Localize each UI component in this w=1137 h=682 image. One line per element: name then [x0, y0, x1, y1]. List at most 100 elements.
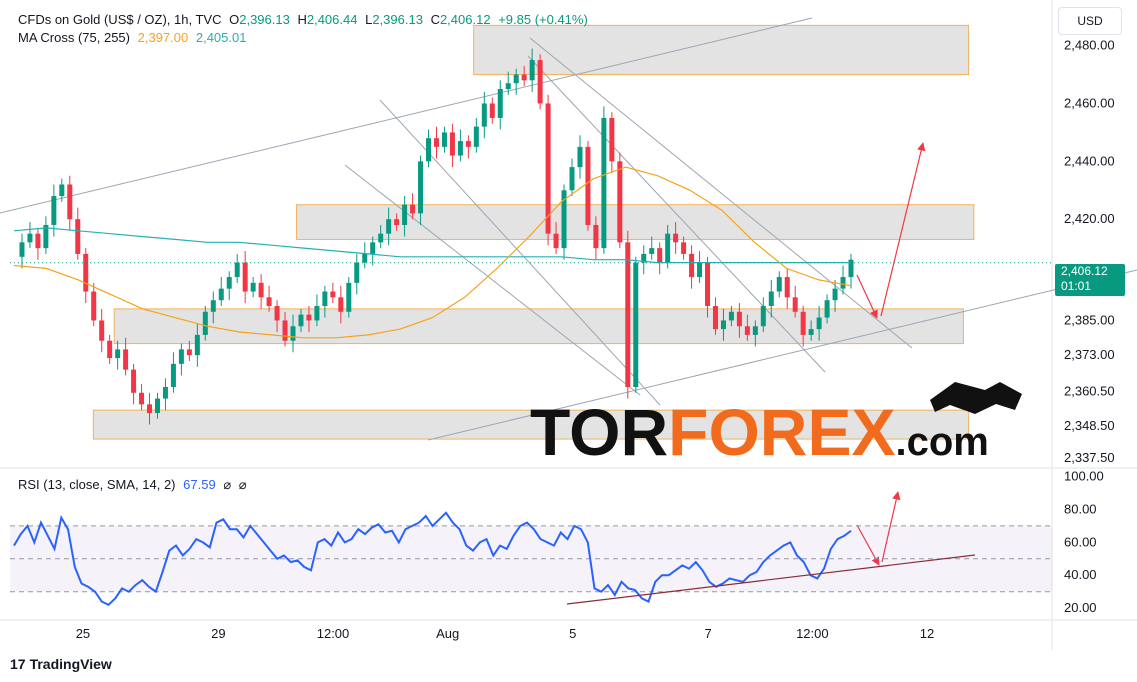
time-tick-label: 29	[211, 626, 225, 641]
trend-line-1	[0, 17, 813, 214]
candle-body	[457, 141, 463, 156]
candle-body	[585, 146, 591, 225]
candle-body	[346, 282, 352, 312]
candle-body	[816, 317, 822, 330]
candle-body	[282, 320, 288, 341]
ma-fast-line	[13, 166, 852, 339]
time-tick-label: 7	[705, 626, 712, 641]
candle-body	[266, 297, 272, 306]
candle-body	[840, 277, 846, 289]
rsi-tick-label: 40.00	[1064, 567, 1097, 582]
rsi-forecast-arrow-up	[881, 491, 901, 563]
time-tick-label: 25	[76, 626, 90, 641]
candle-body	[147, 404, 153, 414]
candle-body	[768, 291, 774, 306]
candle-body	[792, 297, 798, 312]
last-price-badge: 2,406.12 01:01	[1055, 264, 1125, 296]
rsi-line	[13, 511, 852, 606]
candle-body	[178, 349, 184, 364]
candle-body	[681, 242, 687, 254]
ma-slow-line	[13, 227, 851, 264]
candle-body	[290, 326, 296, 341]
zone-2	[296, 204, 975, 240]
time-tick-label: 12:00	[796, 626, 829, 641]
candle-body	[473, 126, 479, 147]
candle-body	[728, 311, 734, 321]
candle-body	[107, 340, 113, 359]
rsi-value: 67.59	[183, 477, 216, 492]
currency-button[interactable]: USD	[1058, 7, 1122, 35]
candle-body	[234, 262, 240, 278]
candle-body	[569, 167, 575, 191]
candle-body	[250, 282, 256, 292]
watermark-part-tor: TOR	[530, 395, 668, 469]
candle-body	[410, 204, 416, 214]
forecast-arrow-down	[856, 274, 878, 319]
candle-body	[497, 89, 503, 118]
tradingview-label: TradingView	[29, 656, 112, 672]
candle-body	[202, 311, 208, 335]
candle-body	[752, 326, 758, 335]
candle-body	[593, 224, 599, 249]
ma-slow-value: 2,405.01	[195, 30, 247, 45]
candles	[19, 48, 854, 425]
rsi-tick-label: 20.00	[1064, 600, 1097, 615]
candle-body	[848, 259, 854, 278]
candle-body	[306, 314, 312, 321]
close-value: 2,406.12	[439, 12, 491, 27]
candle-body	[609, 117, 615, 162]
change-value: +9.85 (+0.41%)	[498, 12, 588, 27]
price-tick-label: 2,373.00	[1064, 347, 1115, 362]
rsi-trend-line	[566, 554, 976, 605]
candle-body	[115, 349, 121, 359]
tradingview-brand[interactable]: 17 TradingView	[10, 656, 112, 672]
candle-body	[665, 233, 671, 263]
candle-body	[808, 329, 814, 335]
candle-body	[139, 392, 145, 405]
price-legend: CFDs on Gold (US$ / OZ), 1h, TVC O2,396.…	[18, 12, 592, 27]
ma-legend: MA Cross (75, 255) 2,397.00 2,405.01	[18, 30, 250, 45]
candle-body	[154, 398, 160, 414]
candle-body	[481, 103, 487, 127]
candle-body	[720, 320, 726, 330]
candle-body	[91, 291, 97, 321]
rsi-legend: RSI (13, close, SMA, 14, 2) 67.59 ⌀ ⌀	[18, 477, 251, 493]
candle-body	[784, 277, 790, 298]
trend-line-5	[379, 99, 661, 406]
candle-body	[370, 242, 376, 254]
low-value: 2,396.13	[372, 12, 423, 27]
rsi-tick-label: 80.00	[1064, 501, 1097, 516]
high-value: 2,406.44	[306, 12, 358, 27]
candle-body	[218, 288, 224, 301]
candle-body	[67, 184, 73, 220]
rsi-label[interactable]: RSI (13, close, SMA, 14, 2)	[18, 477, 176, 492]
watermark-part-com: .com	[895, 420, 988, 464]
candle-body	[330, 291, 336, 298]
rsi-tick-label: 100.00	[1064, 469, 1104, 484]
candle-body	[362, 253, 368, 263]
price-tick-label: 2,348.50	[1064, 418, 1115, 433]
bull-bear-icon	[930, 382, 1022, 414]
candle-body	[712, 305, 718, 330]
candle-body	[162, 386, 168, 399]
candle-body	[824, 300, 830, 318]
candle-body	[210, 300, 216, 312]
watermark-logo: TORFOREX.com	[530, 395, 989, 469]
candle-body	[123, 349, 129, 370]
forecast-arrow-up	[880, 142, 926, 317]
candle-body	[274, 305, 280, 321]
candle-body	[258, 282, 264, 298]
candle-body	[418, 161, 424, 214]
candle-body	[736, 311, 742, 327]
candle-body	[689, 253, 695, 278]
candle-body	[537, 60, 543, 104]
symbol-title[interactable]: CFDs on Gold (US$ / OZ), 1h, TVC	[18, 12, 222, 27]
ma-label[interactable]: MA Cross (75, 255)	[18, 30, 130, 45]
price-tick-label: 2,440.00	[1064, 153, 1115, 168]
rsi-tick-label: 60.00	[1064, 534, 1097, 549]
rsi-symbol-2: ⌀	[238, 477, 247, 492]
candle-body	[59, 184, 65, 197]
price-tick-label: 2,460.00	[1064, 95, 1115, 110]
candle-body	[298, 314, 304, 327]
